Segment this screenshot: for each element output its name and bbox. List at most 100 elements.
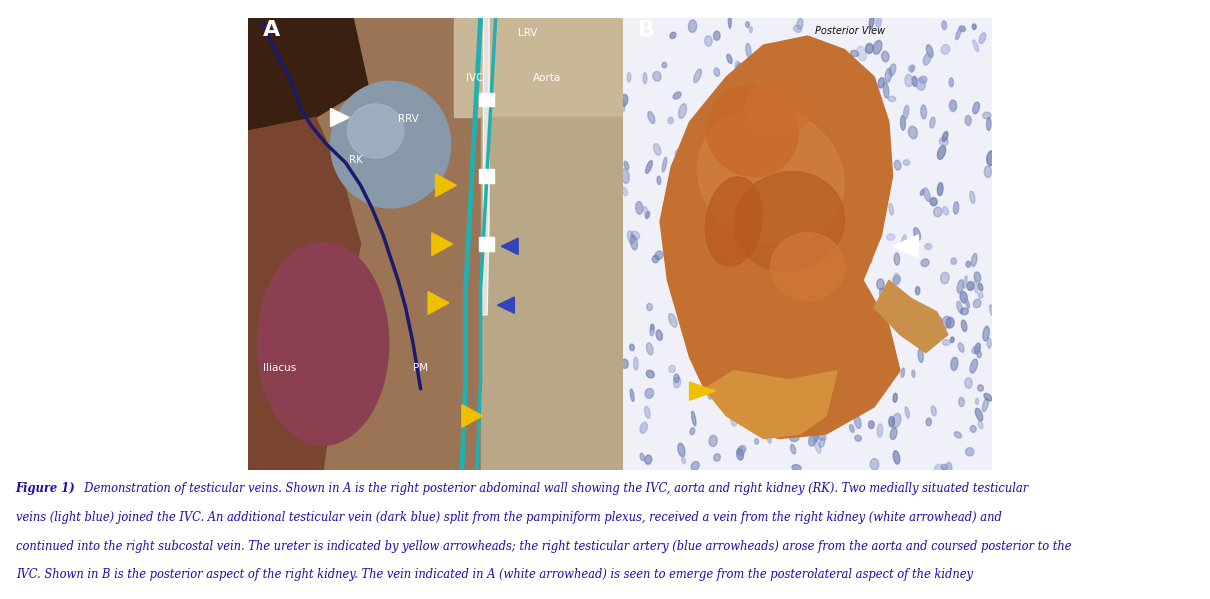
Ellipse shape [759,114,764,125]
Ellipse shape [960,292,967,303]
Ellipse shape [258,242,388,445]
Ellipse shape [878,376,885,385]
Ellipse shape [820,72,825,81]
Ellipse shape [790,434,799,441]
Ellipse shape [719,295,722,304]
Text: Demonstration of testicular veins. Shown in A is the right posterior abdominal w: Demonstration of testicular veins. Shown… [76,482,1028,495]
Ellipse shape [878,148,886,160]
Ellipse shape [795,233,803,241]
Bar [479,93,494,106]
Ellipse shape [939,317,943,329]
Ellipse shape [674,374,679,383]
Ellipse shape [629,344,634,350]
Ellipse shape [828,362,835,376]
Ellipse shape [734,61,741,72]
Ellipse shape [857,398,862,407]
Ellipse shape [652,71,661,81]
Ellipse shape [854,231,863,239]
Ellipse shape [690,428,695,435]
Ellipse shape [646,304,652,311]
Ellipse shape [743,277,749,286]
Ellipse shape [960,26,966,32]
Ellipse shape [944,462,952,477]
Text: Iliacus: Iliacus [263,363,296,373]
Ellipse shape [950,337,955,343]
Ellipse shape [984,166,991,177]
Text: veins (light blue) joined the IVC. An additional testicular vein (dark blue) spl: veins (light blue) joined the IVC. An ad… [16,511,1002,524]
Ellipse shape [640,422,647,433]
Ellipse shape [976,351,981,358]
Ellipse shape [755,438,759,444]
Ellipse shape [794,25,802,32]
Ellipse shape [705,177,762,266]
Ellipse shape [728,14,731,28]
Ellipse shape [962,320,967,331]
Ellipse shape [727,54,732,63]
Ellipse shape [789,257,796,265]
Ellipse shape [837,214,846,226]
Ellipse shape [797,19,803,29]
Ellipse shape [951,357,958,371]
Text: Aorta: Aorta [534,73,561,83]
Ellipse shape [824,392,828,400]
Ellipse shape [887,234,895,240]
Ellipse shape [690,143,692,153]
Ellipse shape [973,24,976,29]
Ellipse shape [652,255,658,263]
Ellipse shape [747,72,755,83]
Ellipse shape [708,101,714,108]
Ellipse shape [912,76,917,86]
Ellipse shape [851,50,859,56]
Ellipse shape [865,108,872,116]
Ellipse shape [845,298,851,305]
Ellipse shape [869,14,874,29]
Ellipse shape [705,343,713,349]
Ellipse shape [929,117,935,128]
Polygon shape [248,117,361,470]
Ellipse shape [825,229,832,238]
Polygon shape [455,18,623,117]
Ellipse shape [858,300,863,306]
Ellipse shape [675,168,680,177]
Ellipse shape [837,393,843,409]
Ellipse shape [790,229,797,242]
Ellipse shape [885,308,891,316]
Ellipse shape [882,52,889,62]
Ellipse shape [714,68,720,76]
Ellipse shape [889,64,895,76]
Ellipse shape [813,384,823,398]
Ellipse shape [900,116,905,130]
Ellipse shape [961,308,968,315]
Ellipse shape [809,369,814,377]
Ellipse shape [675,149,682,156]
Bar [479,170,494,183]
Polygon shape [330,108,350,126]
Ellipse shape [738,116,742,127]
Ellipse shape [669,313,678,327]
Polygon shape [428,292,449,314]
Ellipse shape [707,86,799,176]
Ellipse shape [819,438,825,447]
Ellipse shape [926,418,932,426]
Ellipse shape [739,446,747,452]
Ellipse shape [916,78,926,90]
Ellipse shape [785,394,795,401]
Ellipse shape [973,299,981,308]
Ellipse shape [738,446,745,455]
Ellipse shape [893,393,898,403]
Ellipse shape [963,276,967,289]
Ellipse shape [970,425,976,432]
Ellipse shape [876,17,881,28]
Ellipse shape [737,449,743,460]
Ellipse shape [681,173,685,189]
Ellipse shape [845,57,849,65]
Ellipse shape [773,174,778,182]
Ellipse shape [882,364,887,373]
Ellipse shape [679,104,686,119]
Ellipse shape [816,105,824,114]
Ellipse shape [774,384,780,397]
Ellipse shape [788,364,796,374]
Ellipse shape [731,207,739,215]
Ellipse shape [854,435,862,441]
Ellipse shape [943,316,951,328]
